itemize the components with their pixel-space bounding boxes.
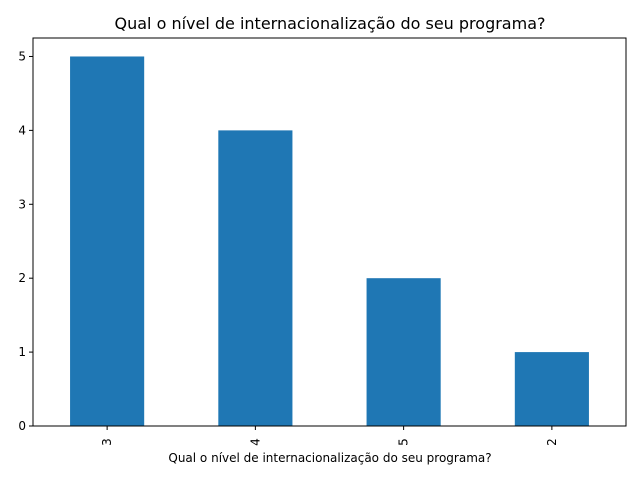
y-tick-label: 1 — [18, 345, 26, 359]
chart-title: Qual o nível de internacionalização do s… — [115, 14, 546, 33]
bar-2 — [514, 352, 589, 426]
bar-4 — [218, 130, 293, 426]
x-tick-label: 3 — [100, 438, 114, 446]
y-tick-label: 3 — [18, 197, 26, 211]
y-tick-label: 2 — [18, 271, 26, 285]
y-tick-label: 4 — [18, 123, 26, 137]
x-tick-label: 5 — [397, 438, 411, 446]
y-axis-ticks: 0 1 2 3 4 5 — [18, 49, 33, 433]
x-axis-label: Qual o nível de internacionalização do s… — [168, 451, 491, 465]
x-axis-ticks: 3 4 5 2 — [100, 426, 559, 446]
bars-group — [70, 56, 589, 426]
bar-3 — [70, 56, 145, 426]
plot-frame — [32, 37, 627, 427]
x-tick-label: 4 — [248, 438, 262, 446]
x-tick-label: 2 — [545, 438, 559, 446]
bar-5 — [366, 278, 441, 426]
y-tick-label: 5 — [18, 49, 26, 63]
y-tick-label: 0 — [18, 419, 26, 433]
